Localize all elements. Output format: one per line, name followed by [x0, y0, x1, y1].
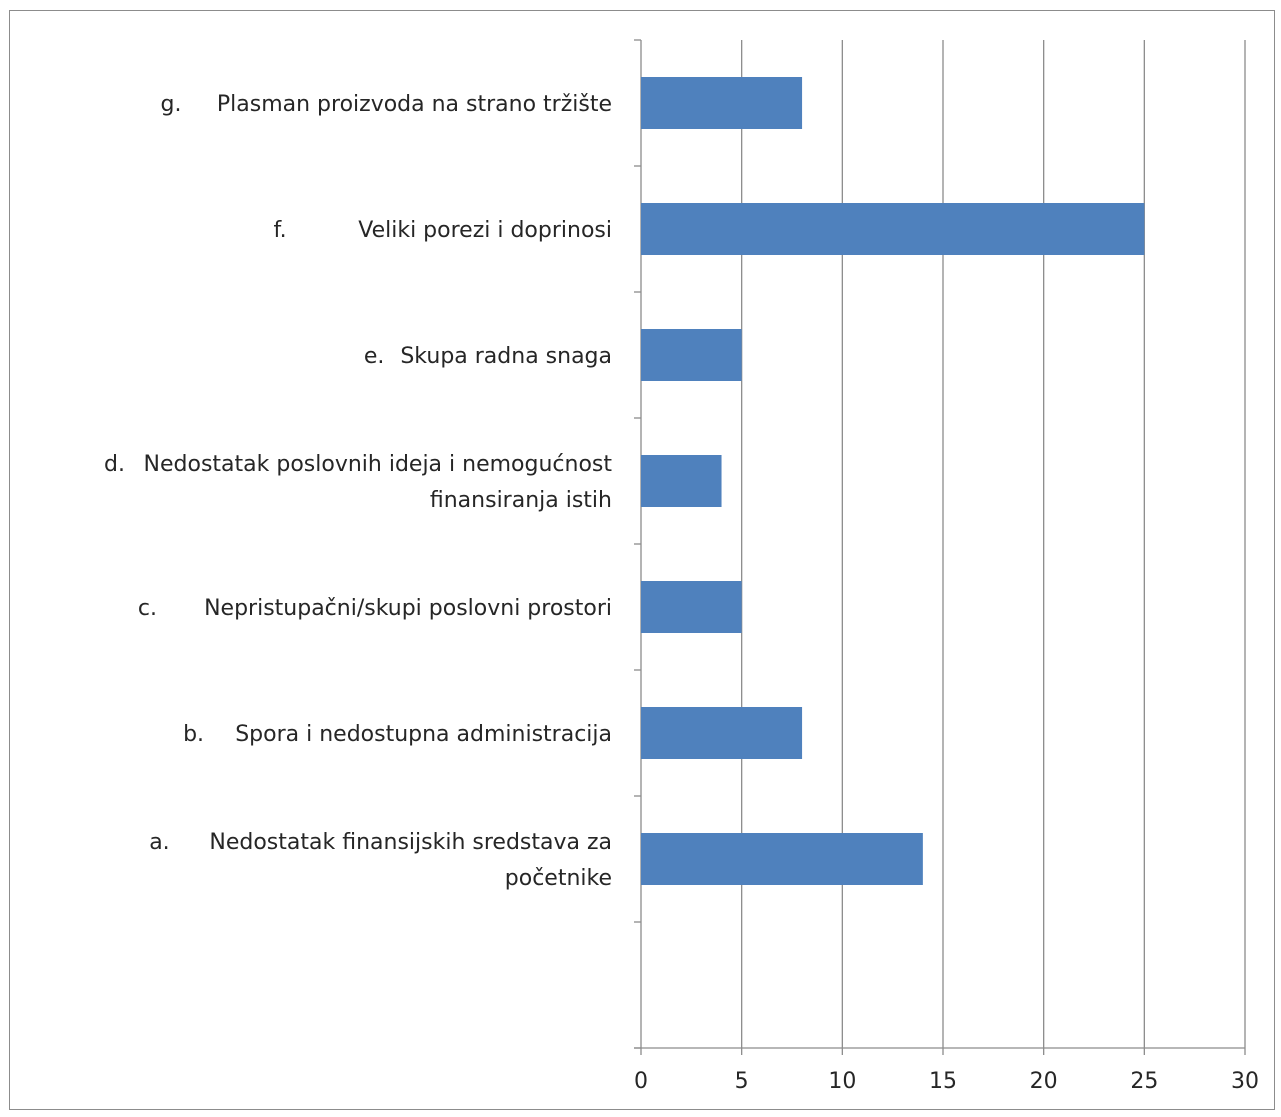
category-letter-g: g.	[161, 92, 182, 117]
category-label-c-line-0: Nepristupačni/skupi poslovni prostori	[204, 596, 612, 621]
x-tick-label-0: 0	[634, 1069, 648, 1094]
category-letter-e: e.	[364, 344, 385, 369]
category-letter-f: f.	[274, 218, 287, 243]
x-tick-label-2: 10	[828, 1069, 856, 1094]
category-letter-b: b.	[183, 722, 204, 747]
category-letter-a: a.	[149, 830, 169, 855]
bar-b	[641, 707, 803, 759]
bar-a	[641, 833, 923, 885]
x-tick-label-1: 5	[735, 1069, 749, 1094]
category-letter-c: c.	[138, 596, 157, 621]
category-letter-d: d.	[104, 452, 125, 477]
category-label-d-line-1: finansiranja istih	[430, 488, 612, 513]
category-label-a-line-0: Nedostatak finansijskih sredstava za	[209, 830, 612, 855]
category-label-g-line-0: Plasman proizvoda na strano tržište	[217, 92, 612, 117]
x-tick-label-5: 25	[1130, 1069, 1158, 1094]
x-tick-label-6: 30	[1231, 1069, 1259, 1094]
bar-c	[641, 581, 742, 633]
category-label-d-line-0: Nedostatak poslovnih ideja i nemogućnost	[144, 452, 613, 477]
bar-f	[641, 203, 1145, 255]
category-label-e-line-0: Skupa radna snaga	[400, 344, 612, 369]
category-label-b-line-0: Spora i nedostupna administracija	[235, 722, 612, 747]
category-label-a-line-1: početnike	[505, 866, 612, 891]
bar-d	[641, 455, 722, 507]
x-tick-label-3: 15	[929, 1069, 957, 1094]
category-label-f-line-0: Veliki porezi i doprinosi	[358, 218, 612, 243]
chart-frame	[9, 10, 1275, 1110]
x-tick-label-4: 20	[1030, 1069, 1058, 1094]
bar-e	[641, 329, 742, 381]
bar-g	[641, 77, 803, 129]
